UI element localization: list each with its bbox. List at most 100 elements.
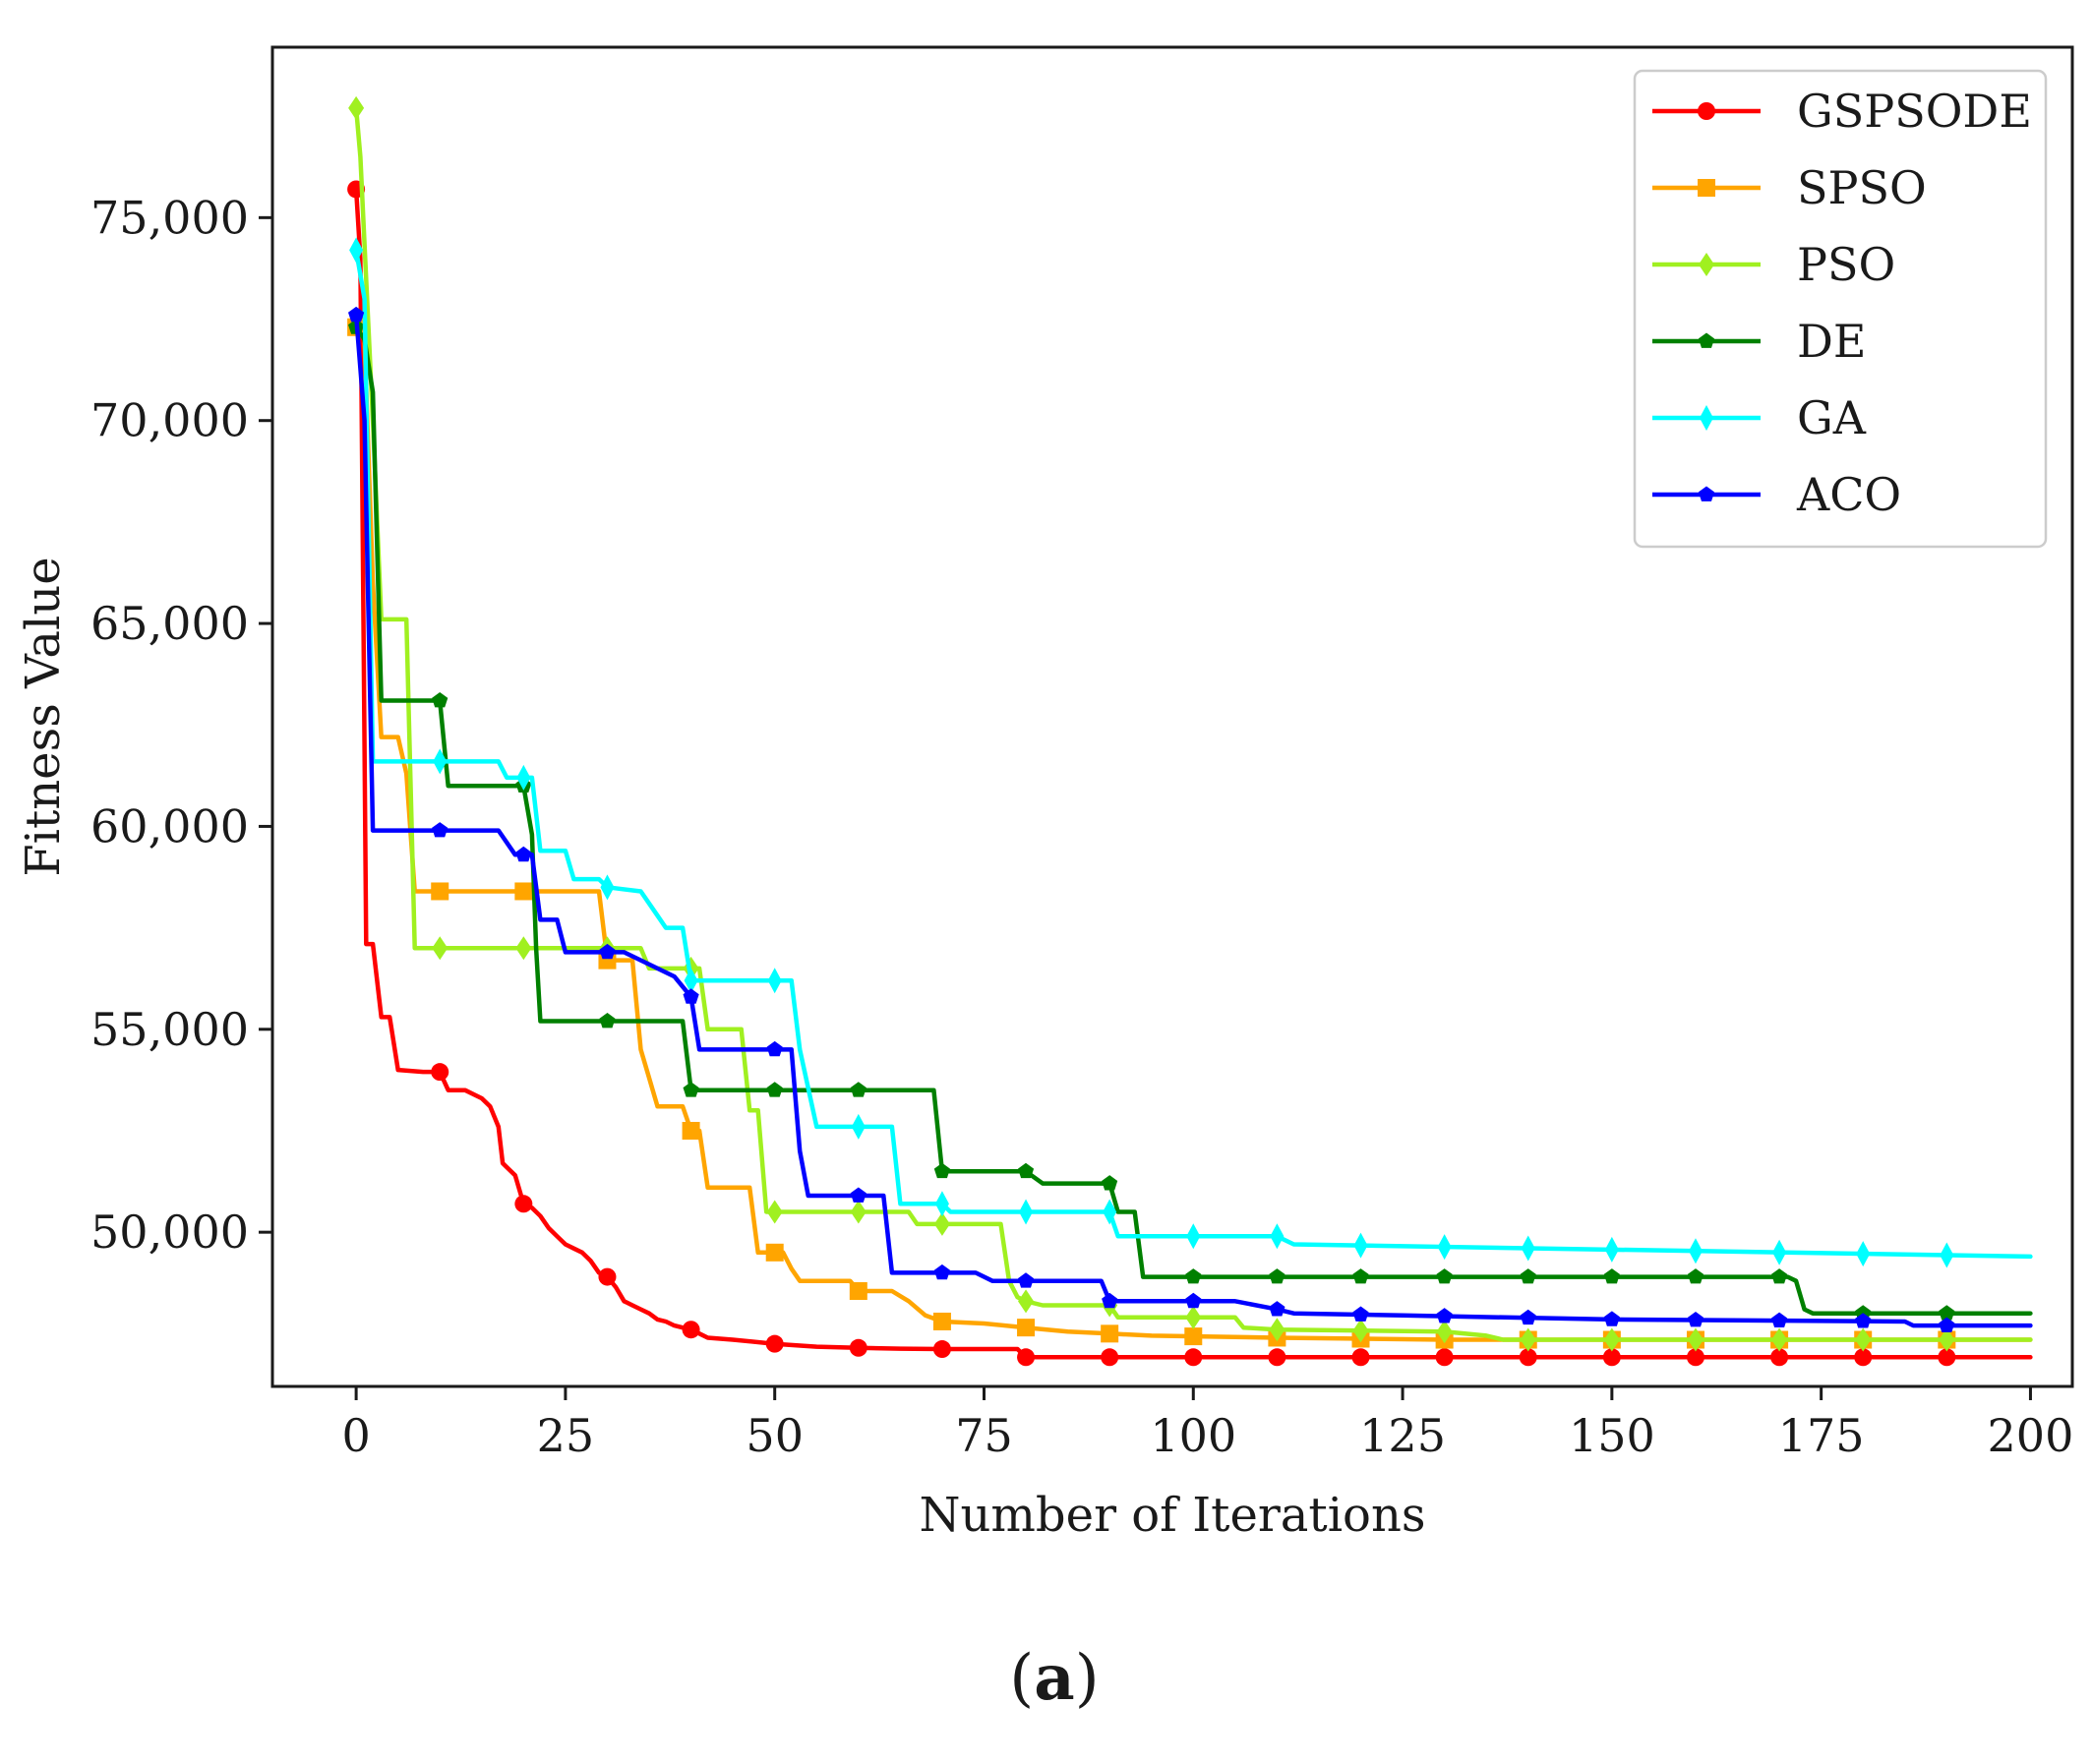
data-point-gspsode xyxy=(849,1338,867,1357)
plot-frame xyxy=(270,45,2074,1388)
legend-label-spso: SPSO xyxy=(1797,161,1927,214)
data-point-gspsode xyxy=(1101,1348,1119,1367)
data-point-pso xyxy=(1855,1327,1872,1352)
legend-item-de: DE xyxy=(1652,315,1866,368)
data-point-de xyxy=(766,1082,783,1097)
data-point-ga xyxy=(1353,1232,1368,1259)
legend-label-gspsode: GSPSODE xyxy=(1797,85,2032,138)
data-point-gspsode xyxy=(1351,1348,1370,1367)
data-point-spso xyxy=(932,1312,951,1330)
x-tick-label: 50 xyxy=(746,1409,804,1462)
data-point-pso xyxy=(933,1211,950,1236)
data-point-pso xyxy=(432,936,448,961)
x-tick-label: 0 xyxy=(341,1409,370,1462)
legend-item-ga: GA xyxy=(1652,391,1867,444)
data-point-spso xyxy=(1184,1327,1203,1346)
data-point-gspsode xyxy=(765,1334,784,1353)
legend-label-pso: PSO xyxy=(1797,238,1895,291)
data-point-spso xyxy=(849,1282,867,1301)
data-point-ga xyxy=(1186,1223,1201,1250)
data-point-gspsode xyxy=(1770,1348,1789,1367)
data-point-ga xyxy=(1270,1223,1285,1250)
legend-label-aco: ACO xyxy=(1796,468,1901,521)
data-point-spso xyxy=(1017,1319,1036,1337)
data-point-ga xyxy=(684,968,698,994)
y-tick-label: 55,000 xyxy=(90,1003,249,1056)
data-point-de xyxy=(1269,1268,1285,1284)
data-point-de xyxy=(1018,1162,1035,1179)
data-point-gspsode xyxy=(932,1340,951,1359)
data-point-ga xyxy=(1940,1242,1954,1268)
data-point-de xyxy=(599,1013,616,1029)
data-point-pso xyxy=(1939,1327,1955,1352)
data-point-gspsode xyxy=(1017,1348,1036,1367)
legend-marker-ga xyxy=(1700,405,1713,431)
data-point-pso xyxy=(1352,1319,1369,1343)
data-point-aco xyxy=(1269,1301,1285,1317)
data-point-ga xyxy=(1521,1235,1535,1262)
data-point-ga xyxy=(600,874,615,901)
data-point-ga xyxy=(934,1191,949,1217)
data-point-ga xyxy=(1019,1199,1034,1225)
legend: GSPSODE SPSO PSO DE GA ACO xyxy=(1633,69,2048,549)
data-point-de xyxy=(1352,1268,1369,1284)
data-point-de xyxy=(1939,1305,1955,1321)
data-point-aco xyxy=(850,1187,867,1203)
data-point-aco xyxy=(348,306,365,323)
data-point-spso xyxy=(765,1243,784,1262)
data-point-aco xyxy=(515,846,532,862)
data-point-pso xyxy=(766,1200,783,1224)
series-gspsode xyxy=(347,180,2033,1367)
data-point-pso xyxy=(1269,1318,1285,1342)
data-point-gspsode xyxy=(431,1063,449,1082)
x-tick-label: 75 xyxy=(955,1409,1013,1462)
data-point-de xyxy=(1687,1268,1704,1284)
x-tick-label: 125 xyxy=(1359,1409,1446,1462)
data-point-aco xyxy=(683,988,699,1004)
data-point-spso xyxy=(431,882,449,901)
data-point-aco xyxy=(1603,1311,1620,1326)
legend-label-de: DE xyxy=(1797,315,1866,368)
data-point-gspsode xyxy=(1938,1348,1956,1367)
data-point-de xyxy=(683,1082,699,1097)
data-point-pso xyxy=(1771,1327,1788,1352)
data-point-gspsode xyxy=(1854,1348,1873,1367)
y-tick-label: 75,000 xyxy=(90,191,249,244)
y-axis-ticks: 50,000 55,000 60,000 65,000 70,000 75,000 xyxy=(90,191,272,1259)
series-ga xyxy=(349,237,2033,1268)
data-point-de xyxy=(1603,1268,1620,1284)
data-point-aco xyxy=(1855,1313,1872,1328)
data-point-ga xyxy=(851,1113,866,1140)
data-point-gspsode xyxy=(598,1267,617,1286)
data-point-ga xyxy=(1688,1238,1703,1264)
data-point-pso xyxy=(348,95,365,120)
data-point-ga xyxy=(767,968,782,994)
series-line-gspsode xyxy=(353,187,2033,1360)
legend-marker-spso xyxy=(1698,179,1715,197)
data-point-ga xyxy=(1856,1241,1871,1267)
y-tick-label: 70,000 xyxy=(90,394,249,447)
data-point-aco xyxy=(1102,1292,1118,1309)
data-point-aco xyxy=(1939,1317,1955,1332)
y-tick-label: 50,000 xyxy=(90,1205,249,1259)
data-point-spso xyxy=(514,882,533,901)
data-point-ga xyxy=(1604,1236,1619,1263)
y-tick-label: 60,000 xyxy=(90,799,249,853)
panel-label: (a) xyxy=(1009,1641,1099,1715)
data-point-de xyxy=(850,1082,867,1097)
data-point-gspsode xyxy=(1268,1348,1286,1367)
data-point-ga xyxy=(1103,1199,1117,1225)
data-point-gspsode xyxy=(682,1321,700,1339)
data-point-aco xyxy=(1687,1312,1704,1327)
data-point-de xyxy=(1436,1268,1453,1284)
panel-label-open: ( xyxy=(1009,1642,1034,1715)
x-tick-label: 175 xyxy=(1778,1409,1865,1462)
data-point-gspsode xyxy=(1519,1348,1537,1367)
data-point-gspsode xyxy=(514,1195,533,1213)
data-point-pso xyxy=(1520,1327,1536,1352)
x-tick-label: 200 xyxy=(1988,1409,2074,1462)
data-point-aco xyxy=(933,1264,950,1280)
data-point-de xyxy=(1102,1175,1118,1191)
y-tick-label: 65,000 xyxy=(90,597,249,650)
